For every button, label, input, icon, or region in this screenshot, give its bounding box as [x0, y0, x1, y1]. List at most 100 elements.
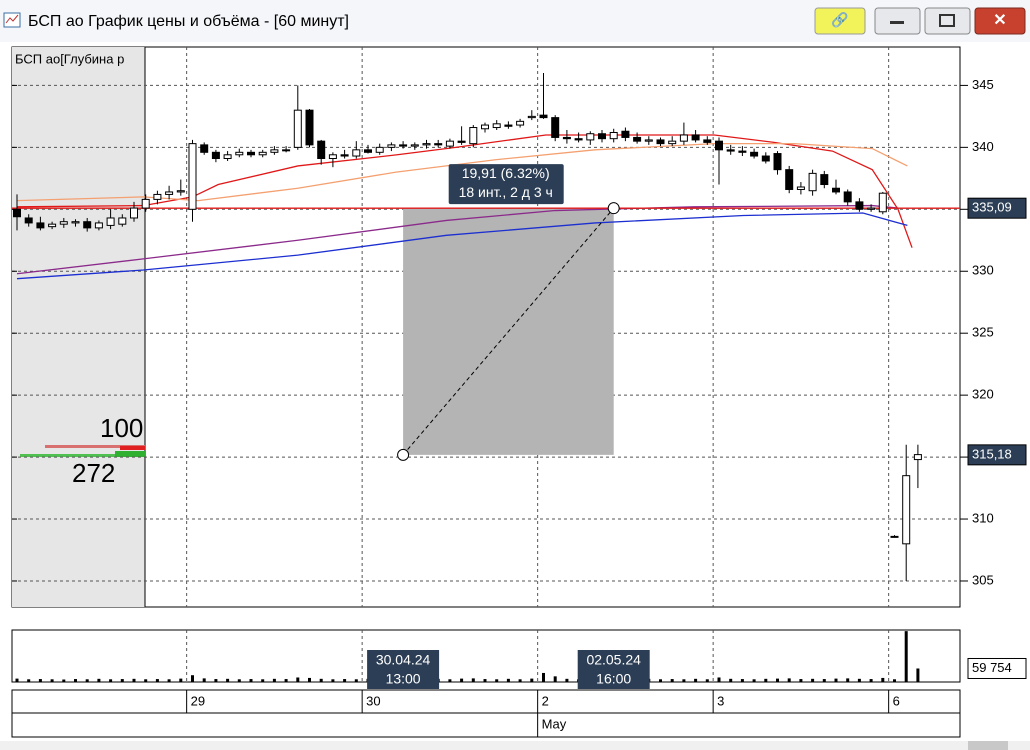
volume-bar [904, 631, 908, 682]
cursor-date: 02.05.24 [586, 652, 641, 668]
volume-bar [27, 679, 31, 682]
candle-body [726, 149, 735, 152]
candle-body [258, 151, 267, 156]
candle-body [153, 193, 162, 200]
volume-bar [916, 668, 920, 682]
volume-bar [565, 678, 569, 682]
measure-label: 19,91 (6.32%) [462, 165, 550, 181]
y-tick-label: 345 [972, 77, 994, 92]
candle-body [247, 151, 255, 156]
candle-body [293, 109, 302, 148]
candle-body [562, 136, 571, 140]
volume-bar [846, 678, 850, 682]
volume-bar [226, 678, 230, 682]
ask-bar [45, 445, 145, 448]
volume-bar [261, 679, 265, 682]
candle-body [457, 140, 466, 143]
candle-body [223, 154, 232, 160]
candle-body [282, 149, 291, 152]
candle-body [141, 198, 150, 209]
depth-bid: 272 [72, 458, 115, 488]
price-label-box [967, 444, 1027, 466]
candle-body [644, 139, 653, 142]
link-icon: 🔗 [831, 11, 849, 29]
volume-bar [670, 679, 674, 682]
candle-body [211, 151, 220, 160]
candle-body [422, 143, 431, 146]
volume-bar [343, 679, 347, 682]
candle-body [878, 192, 887, 213]
volume-bar [553, 676, 557, 682]
volume-bar [179, 678, 183, 682]
volume-bar [284, 679, 288, 682]
candle-body [106, 217, 115, 226]
link-button[interactable] [814, 7, 866, 35]
window-title: БСП ао График цены и объёма - [60 минут] [28, 13, 349, 30]
volume-bar [506, 678, 510, 682]
candle-body [94, 222, 103, 229]
y-tick-label: 325 [972, 325, 994, 340]
volume-bar [518, 679, 522, 682]
scroll-area [0, 741, 1030, 750]
close-button[interactable] [974, 7, 1026, 35]
candle-body [445, 140, 454, 147]
price-label: 335,09 [972, 200, 1012, 215]
candle-body [504, 124, 513, 127]
volume-bar [659, 679, 662, 682]
app-icon-line [5, 14, 19, 24]
y-tick-label: 320 [972, 387, 994, 402]
resize-grip[interactable] [968, 741, 1008, 750]
candle-body [902, 475, 911, 545]
volume-bar [857, 678, 861, 682]
y-tick-label: 340 [972, 139, 994, 154]
candle-body [24, 217, 33, 224]
close-icon: ✕ [993, 12, 1006, 29]
candle-body [773, 153, 782, 171]
month-label: May [542, 716, 567, 731]
candle-body [913, 454, 922, 461]
candle-body [364, 149, 372, 153]
volume-bar [109, 679, 113, 682]
candle-body [633, 136, 642, 142]
volume-bar [460, 678, 464, 682]
maximize-button[interactable] [924, 7, 971, 35]
candle-body [679, 134, 688, 142]
indicator-line [16, 212, 908, 280]
candle-body [165, 191, 174, 195]
candle-body [691, 134, 700, 141]
volume-bar [85, 679, 89, 682]
candle-body [375, 146, 384, 153]
candle-body [481, 124, 489, 130]
volume-bar [483, 679, 487, 682]
candle-body [235, 151, 244, 156]
candle-body [36, 222, 45, 229]
volume-bar [705, 679, 709, 682]
x-tick-label: 6 [893, 693, 900, 708]
candle-body [188, 143, 197, 210]
depth-title: БСП ао[Глубина р [15, 51, 124, 66]
volume-bar [869, 679, 873, 682]
candle-body [118, 217, 127, 225]
volume-bar [155, 679, 159, 682]
candle-body [13, 208, 21, 218]
volume-bar [542, 672, 545, 682]
volume-bar [214, 679, 218, 682]
volume-bar [471, 678, 475, 682]
candle-body [750, 151, 759, 157]
measure-line [402, 207, 615, 456]
depth-panel [12, 47, 145, 607]
price-label-box [967, 197, 1027, 219]
volume-bar [811, 678, 815, 682]
candle-body [890, 535, 899, 538]
volume-bar [237, 679, 241, 682]
indicator-line [16, 134, 913, 248]
candle-body [598, 133, 606, 140]
volume-bar [799, 679, 803, 682]
volume-bar [319, 678, 323, 682]
candle-body [656, 139, 665, 145]
depth-ask: 100 [100, 413, 143, 443]
volume-bar [249, 679, 253, 682]
minimize-icon [890, 21, 904, 24]
ask-bar-strong [120, 446, 145, 450]
